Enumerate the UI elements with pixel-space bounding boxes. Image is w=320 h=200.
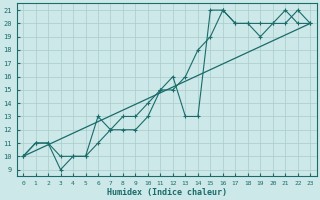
X-axis label: Humidex (Indice chaleur): Humidex (Indice chaleur) (107, 188, 227, 197)
